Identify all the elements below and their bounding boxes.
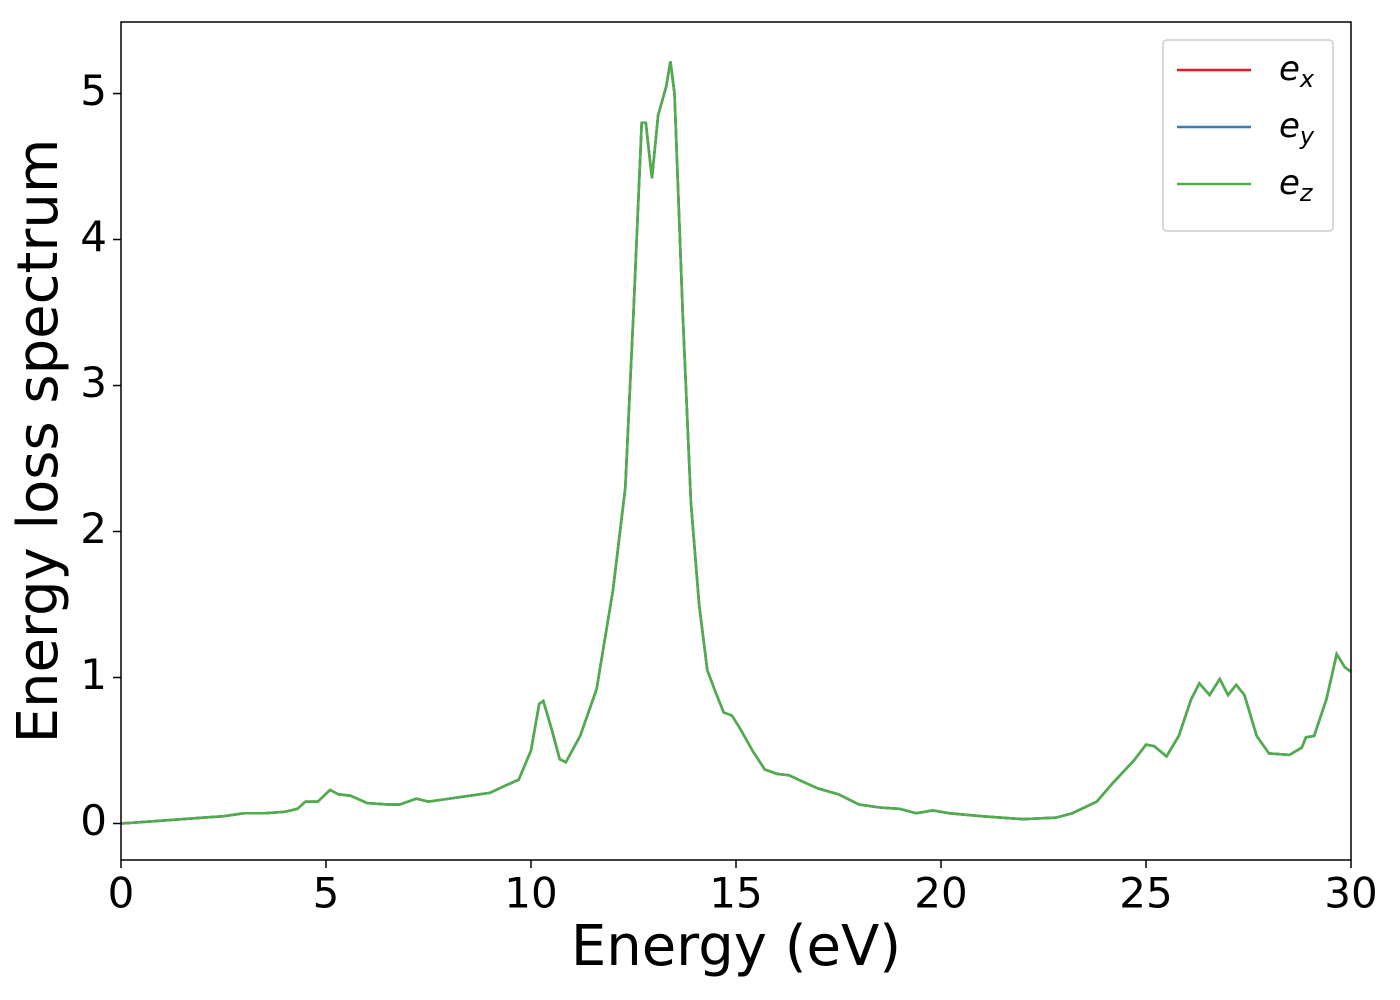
y-tick-label: 4 xyxy=(80,212,107,261)
x-tick-label: 15 xyxy=(709,869,762,918)
legend-label: ey xyxy=(1279,106,1315,151)
y-tick-label: 5 xyxy=(80,66,107,115)
x-tick-label: 0 xyxy=(108,869,135,918)
x-tick-label: 5 xyxy=(313,869,340,918)
y-axis-label: Energy loss spectrum xyxy=(6,139,71,744)
legend-label: ez xyxy=(1279,163,1314,208)
x-axis-label: Energy (eV) xyxy=(571,914,901,979)
series-line xyxy=(120,61,1352,825)
plot-frame xyxy=(120,21,1352,861)
x-tick-label: 20 xyxy=(914,869,967,918)
legend-label: ex xyxy=(1279,49,1315,94)
x-tick-label: 30 xyxy=(1324,869,1377,918)
y-tick-label: 1 xyxy=(80,650,107,699)
y-tick-label: 0 xyxy=(80,796,107,845)
y-tick-label: 3 xyxy=(80,358,107,407)
x-tick-label: 10 xyxy=(504,869,557,918)
x-tick-label: 25 xyxy=(1119,869,1172,918)
y-tick-label: 2 xyxy=(80,504,107,553)
